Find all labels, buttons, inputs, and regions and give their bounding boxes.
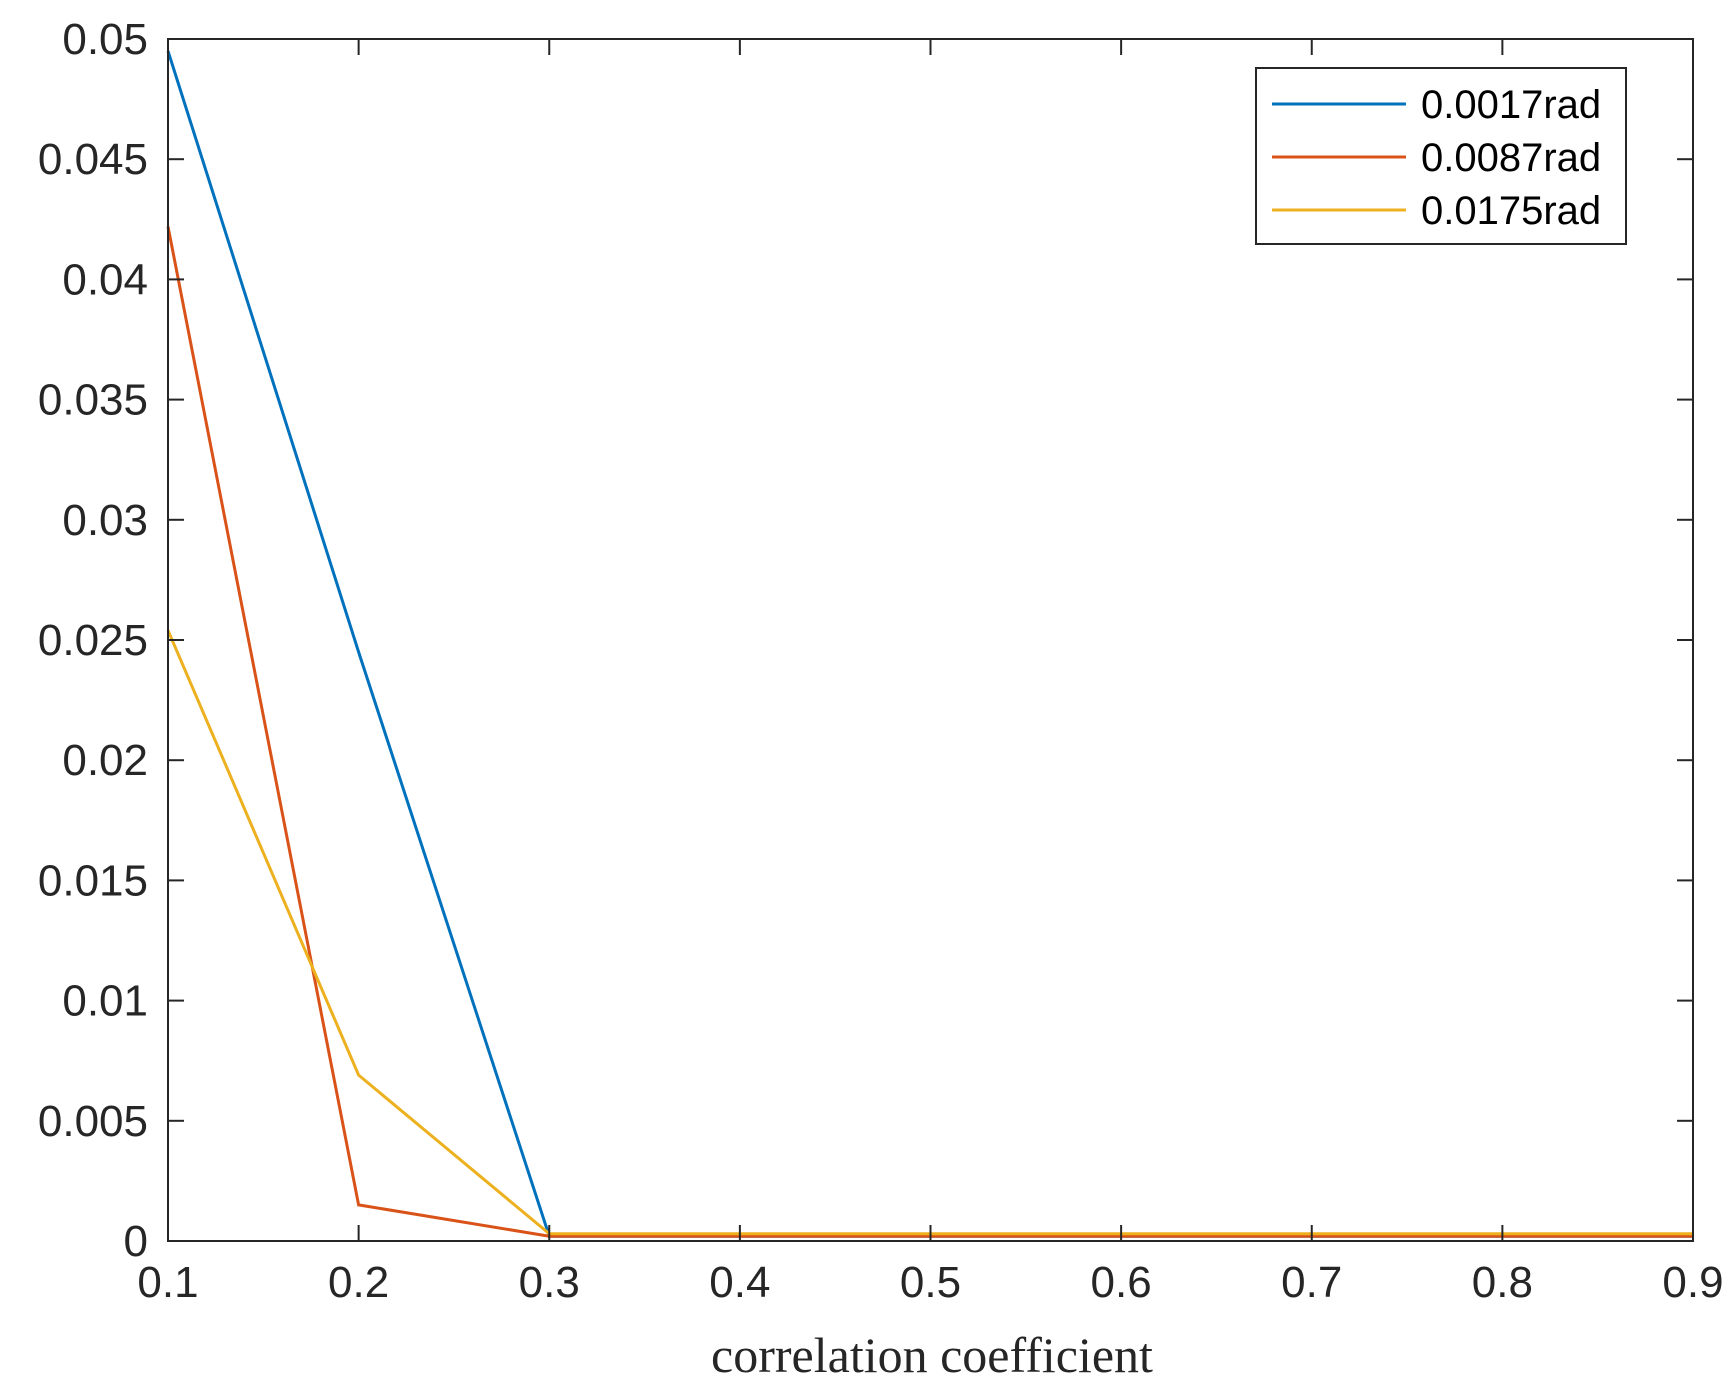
y-tick-label: 0.025: [38, 616, 148, 665]
x-tick-label: 0.8: [1472, 1258, 1533, 1307]
y-axis-ticks: 0 0.005 0.01 0.015 0.02 0.025 0.03 0.035 0.04 0.0…: [38, 15, 1693, 1266]
y-tick-label: 0.045: [38, 135, 148, 184]
x-tick-label: 0.1: [137, 1258, 198, 1307]
x-axis-ticks: 0.1 0.2 0.3 0.4 0.5 0.6 0.7 0.8 0.9: [137, 39, 1724, 1307]
y-tick-label: 0.04: [62, 255, 148, 304]
x-tick-label: 0.3: [519, 1258, 580, 1307]
x-tick-label: 0.9: [1662, 1258, 1723, 1307]
y-tick-label: 0.015: [38, 856, 148, 905]
x-axis-title: correlation coefficient: [711, 1327, 1153, 1383]
y-tick-label: 0.035: [38, 376, 148, 425]
legend-label-3: 0.0175rad: [1421, 189, 1601, 233]
y-tick-label: 0.02: [62, 736, 148, 785]
legend-label-1: 0.0017rad: [1421, 83, 1601, 127]
y-tick-label: 0.005: [38, 1097, 148, 1146]
x-tick-label: 0.4: [709, 1258, 770, 1307]
legend-label-2: 0.0087rad: [1421, 136, 1601, 180]
y-tick-label: 0.01: [62, 977, 148, 1026]
x-tick-label: 0.2: [328, 1258, 389, 1307]
x-tick-label: 0.7: [1281, 1258, 1342, 1307]
y-tick-label: 0: [124, 1217, 148, 1266]
x-tick-label: 0.5: [900, 1258, 961, 1307]
y-tick-label: 0.03: [62, 496, 148, 545]
x-tick-label: 0.6: [1091, 1258, 1152, 1307]
legend: 0.0017rad 0.0087rad 0.0175rad: [1255, 67, 1627, 245]
y-tick-label: 0.05: [62, 15, 148, 64]
